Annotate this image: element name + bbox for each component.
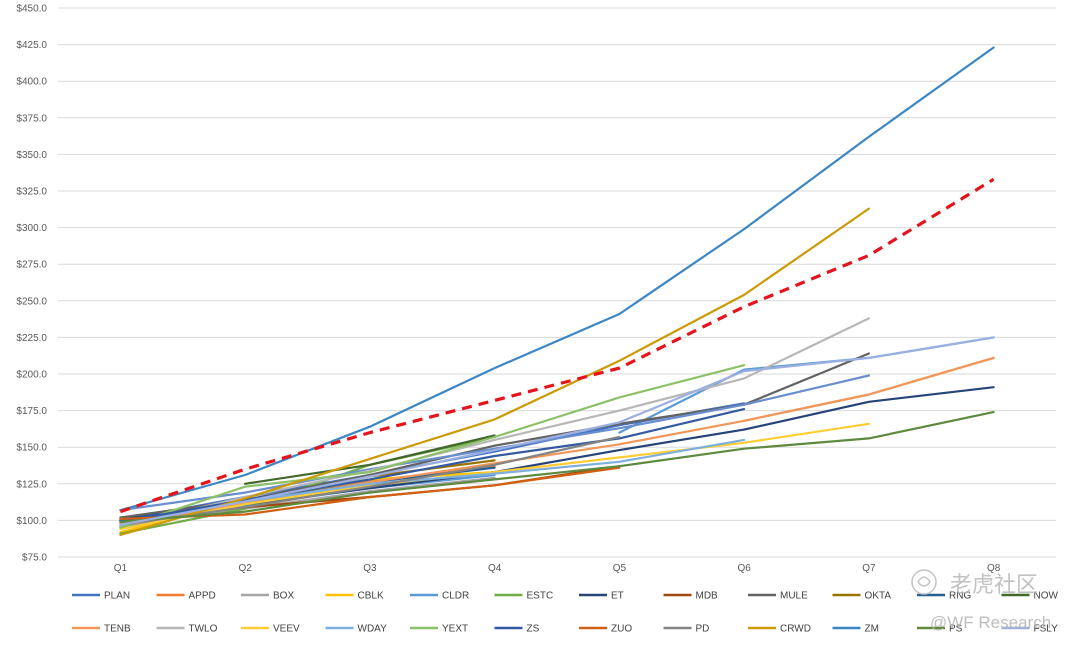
watermark-logo-icon — [911, 569, 937, 595]
y-tick-label: $250.0 — [16, 296, 47, 307]
x-tick-label-q4: Q4 — [488, 563, 502, 574]
legend-label: APPD — [189, 591, 216, 602]
legend-label: CRWD — [780, 624, 811, 635]
legend-label: ZUO — [611, 624, 632, 635]
series-lines — [119, 46, 995, 537]
legend-label: VEEV — [273, 624, 300, 635]
legend-item-estc: ESTC — [494, 591, 554, 602]
legend-label: OKTA — [865, 591, 892, 602]
legend-item-appd: APPD — [156, 591, 216, 602]
x-axis: Q1 Q2 Q3 Q4 Q5 Q6 Q7 Q8 — [114, 563, 1001, 574]
y-tick-label: $450.0 — [16, 4, 47, 15]
legend-item-cldr: CLDR — [410, 591, 469, 602]
legend-item-veev: VEEV — [241, 624, 300, 635]
watermark-handle: @WF Research — [930, 613, 1051, 632]
legend-label: WDAY — [358, 624, 388, 635]
legend-item-cblk: CBLK — [325, 591, 384, 602]
y-axis: $75.0 $100.0 $125.0 $150.0 $175.0 $200.0 $225.… — [16, 4, 47, 564]
legend-item-rng: RNG — [917, 591, 971, 602]
legend-item-tenb: TENB — [72, 624, 131, 635]
x-tick-label-q2: Q2 — [238, 563, 252, 574]
watermark: 老虎社区 @WF Research — [911, 569, 1051, 632]
legend-item-crwd: CRWD — [748, 624, 811, 635]
legend-label: BOX — [273, 591, 294, 602]
y-tick-label: $225.0 — [16, 333, 47, 344]
legend-item-mdb: MDB — [663, 591, 719, 602]
legend: PLAN APPD BOX CBLK CLDR ESTC ET MDB MULE OKTA RNG N… — [72, 591, 1059, 635]
legend-label: RNG — [949, 591, 971, 602]
legend-item-now: NOW — [1001, 591, 1059, 602]
legend-label: CBLK — [358, 591, 384, 602]
series-line-ddog — [119, 177, 995, 514]
x-tick-label-q5: Q5 — [613, 563, 627, 574]
legend-item-zs: ZS — [494, 624, 540, 635]
gridlines — [58, 7, 1056, 558]
legend-item-yext: YEXT — [410, 624, 468, 635]
x-tick-label-q1: Q1 — [114, 563, 128, 574]
legend-item-wday: WDAY — [325, 624, 388, 635]
x-tick-label-q3: Q3 — [363, 563, 377, 574]
series-line-crwd — [119, 207, 870, 537]
y-tick-label: $100.0 — [16, 516, 47, 527]
y-tick-label: $125.0 — [16, 479, 47, 490]
series-line-zs — [119, 408, 746, 523]
series-line-now — [244, 434, 496, 485]
legend-item-et: ET — [579, 591, 624, 602]
legend-item-zm: ZM — [832, 624, 879, 635]
legend-label: NOW — [1034, 591, 1059, 602]
y-tick-label: $350.0 — [16, 150, 47, 161]
legend-label: ESTC — [527, 591, 554, 602]
legend-label: ZS — [527, 624, 540, 635]
legend-item-box: BOX — [241, 591, 294, 602]
legend-item-fsly: FSLY — [1001, 624, 1059, 635]
y-tick-label: $275.0 — [16, 260, 47, 271]
y-tick-label: $150.0 — [16, 443, 47, 454]
series-line-yext — [119, 364, 746, 529]
watermark-logo-mark — [917, 576, 931, 587]
legend-label: ET — [611, 591, 624, 602]
series-line-fsly — [119, 336, 995, 526]
y-tick-label: $425.0 — [16, 40, 47, 51]
series-line-ps — [119, 411, 995, 523]
y-tick-label: $200.0 — [16, 370, 47, 381]
legend-item-okta: OKTA — [832, 591, 892, 602]
legend-label: YEXT — [442, 624, 468, 635]
series-line-veev — [119, 422, 870, 531]
legend-label: PLAN — [104, 591, 130, 602]
legend-item-ps: PS — [917, 624, 963, 635]
legend-label: FSLY — [1034, 624, 1059, 635]
y-tick-label: $325.0 — [16, 187, 47, 198]
series-line-zm — [119, 46, 995, 512]
y-tick-label: $75.0 — [22, 553, 47, 564]
legend-label: CLDR — [442, 591, 469, 602]
y-tick-label: $400.0 — [16, 77, 47, 88]
x-tick-label-q8: Q8 — [987, 563, 1001, 574]
y-tick-label: $300.0 — [16, 223, 47, 234]
legend-label: ZM — [865, 624, 879, 635]
legend-label: TENB — [104, 624, 131, 635]
legend-item-twlo: TWLO — [156, 624, 218, 635]
legend-label: PS — [949, 624, 963, 635]
legend-item-pd: PD — [663, 624, 710, 635]
legend-item-mule: MULE — [748, 591, 808, 602]
legend-label: PD — [696, 624, 710, 635]
series-line-twlo — [119, 317, 870, 528]
watermark-title: 老虎社区 — [950, 572, 1038, 597]
x-tick-label-q6: Q6 — [737, 563, 751, 574]
y-tick-label: $375.0 — [16, 113, 47, 124]
legend-label: MDB — [696, 591, 719, 602]
legend-label: TWLO — [189, 624, 218, 635]
legend-item-zuo: ZUO — [579, 624, 632, 635]
series-line-shop — [119, 374, 870, 512]
x-tick-label-q7: Q7 — [862, 563, 876, 574]
series-line-et-ext — [743, 386, 995, 431]
legend-item-plan: PLAN — [72, 591, 130, 602]
legend-label: MULE — [780, 591, 808, 602]
series-line-pd — [119, 435, 621, 526]
y-tick-label: $175.0 — [16, 406, 47, 417]
